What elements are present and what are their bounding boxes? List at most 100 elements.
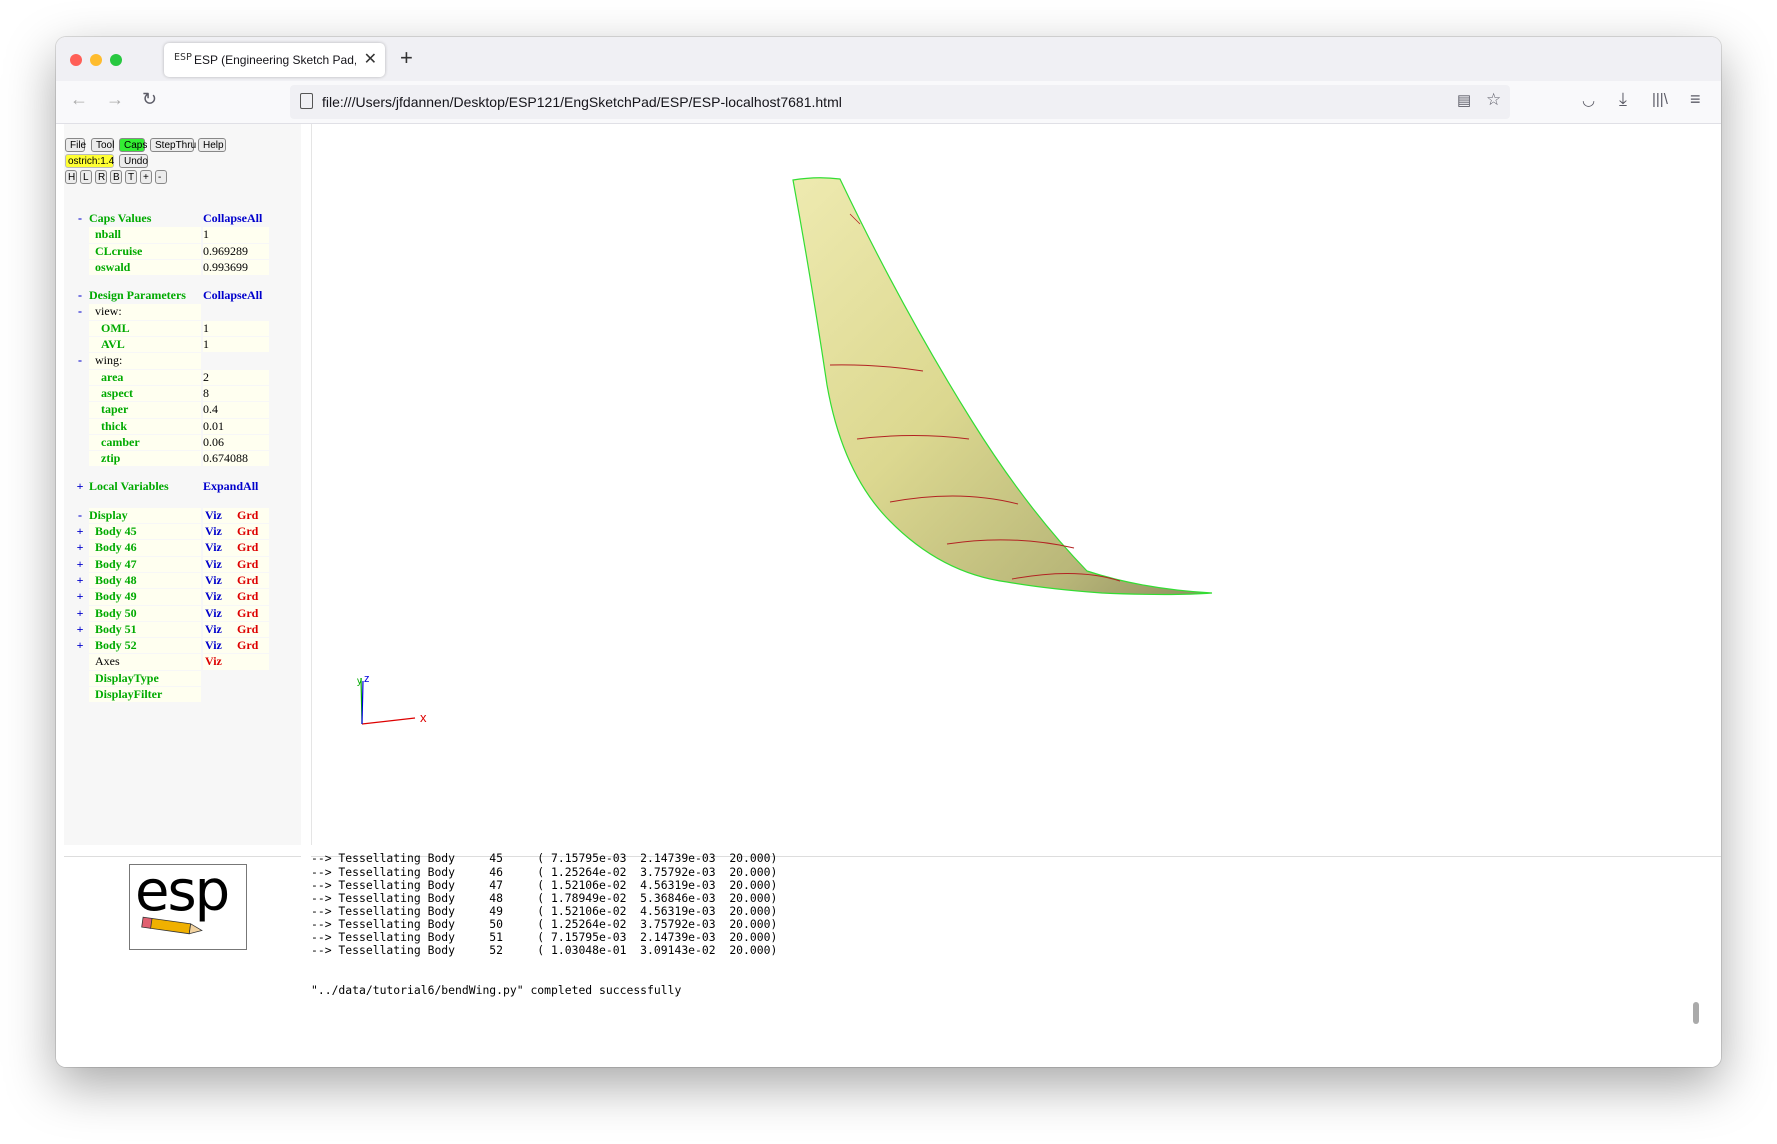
body-grd-link[interactable]: Grd xyxy=(237,621,259,636)
body-toggles: Viz Grd xyxy=(203,540,269,556)
view-home-button[interactable]: H xyxy=(65,170,77,184)
design-parameter-value[interactable]: 0.674088 xyxy=(203,451,269,467)
body-viz-link[interactable]: Viz xyxy=(205,605,222,620)
pocket-icon[interactable]: ◡ xyxy=(1582,92,1596,109)
body-grd-link[interactable]: Grd xyxy=(237,572,259,587)
body-name[interactable]: Body 49 xyxy=(89,589,201,605)
undo-button[interactable]: Undo xyxy=(119,154,148,168)
body-toggle[interactable]: + xyxy=(76,621,84,636)
new-tab-button[interactable]: + xyxy=(400,45,413,70)
close-tab-icon[interactable]: ✕ xyxy=(363,51,377,68)
body-viz-link[interactable]: Viz xyxy=(205,621,222,636)
body-grd-link[interactable]: Grd xyxy=(237,589,259,604)
design-parameter-name[interactable]: camber xyxy=(89,434,201,451)
body-grd-link[interactable]: Grd xyxy=(237,540,259,555)
design-parameter-value[interactable]: 0.4 xyxy=(203,402,269,418)
view-left-button[interactable]: L xyxy=(80,170,92,184)
reload-icon[interactable]: ↻ xyxy=(142,89,158,109)
caps-value-name[interactable]: nball xyxy=(89,227,201,243)
forward-arrow-icon[interactable]: → xyxy=(106,89,124,109)
body-grd-link[interactable]: Grd xyxy=(237,524,259,539)
design-parameter-value[interactable]: 0.06 xyxy=(203,434,269,451)
zoom-out-button[interactable]: - xyxy=(155,170,167,184)
body-name[interactable]: Body 46 xyxy=(89,540,201,556)
caps-value-name[interactable]: oswald xyxy=(89,259,201,276)
stepthru-button[interactable]: StepThru xyxy=(150,138,196,152)
design-parameters-toggle[interactable]: - xyxy=(78,288,82,303)
design-parameter-value[interactable]: 1 xyxy=(203,337,269,353)
graphics-viewer[interactable]: x y z xyxy=(311,124,1721,845)
display-grd-link[interactable]: Grd xyxy=(237,507,259,522)
caps-button[interactable]: Caps xyxy=(119,138,147,152)
body-viz-link[interactable]: Viz xyxy=(205,589,222,604)
star-icon[interactable]: ☆ xyxy=(1486,90,1502,109)
body-grd-link[interactable]: Grd xyxy=(237,605,259,620)
body-name[interactable]: Body 47 xyxy=(89,556,201,572)
file-button[interactable]: File xyxy=(65,138,86,152)
wing-group-toggle[interactable]: - xyxy=(78,353,82,368)
body-toggle[interactable]: + xyxy=(76,638,84,653)
display-toggle[interactable]: - xyxy=(78,507,82,522)
display-viz-link[interactable]: Viz xyxy=(205,507,222,522)
zoom-window-button[interactable] xyxy=(110,54,122,66)
reader-view-icon[interactable]: ▤ xyxy=(1457,92,1472,109)
local-variables-toggle[interactable]: + xyxy=(76,479,84,494)
view-right-button[interactable]: R xyxy=(95,170,107,184)
design-parameter-value[interactable]: 8 xyxy=(203,385,269,402)
body-viz-link[interactable]: Viz xyxy=(205,524,222,539)
design-parameter-name[interactable]: ztip xyxy=(89,451,201,467)
design-collapse-all-link[interactable]: CollapseAll xyxy=(203,288,263,303)
body-viz-link[interactable]: Viz xyxy=(205,572,222,587)
back-arrow-icon[interactable]: ← xyxy=(70,89,88,109)
view-top-button[interactable]: T xyxy=(125,170,137,184)
display-type-link[interactable]: DisplayType xyxy=(89,670,201,687)
body-toggle[interactable]: + xyxy=(76,589,84,604)
body-toggle[interactable]: + xyxy=(76,605,84,620)
body-viz-link[interactable]: Viz xyxy=(205,638,222,653)
design-parameter-name[interactable]: area xyxy=(89,369,201,385)
body-viz-link[interactable]: Viz xyxy=(205,540,222,555)
menu-icon[interactable]: ≡ xyxy=(1690,89,1701,109)
design-parameter-name[interactable]: OML xyxy=(89,320,201,337)
body-name[interactable]: Body 50 xyxy=(89,605,201,621)
ostrich-button[interactable]: ostrich:1.4 xyxy=(65,154,114,168)
body-grd-link[interactable]: Grd xyxy=(237,556,259,571)
url-bar[interactable]: file:///Users/jfdannen/Desktop/ESP121/En… xyxy=(290,85,1510,119)
design-parameter-name[interactable]: taper xyxy=(89,402,201,418)
expand-all-link[interactable]: ExpandAll xyxy=(203,479,259,494)
axes-viz-link[interactable]: Viz xyxy=(205,654,222,669)
download-icon[interactable]: ⤓ xyxy=(1619,89,1627,109)
body-toggle[interactable]: + xyxy=(76,556,84,571)
body-name[interactable]: Body 48 xyxy=(89,572,201,589)
console-scrollbar[interactable] xyxy=(1693,1002,1699,1024)
browser-tab[interactable]: ESP ESP (Engineering Sketch Pad, V ✕ xyxy=(164,43,385,77)
design-parameter-value[interactable]: 0.01 xyxy=(203,418,269,434)
body-name[interactable]: Body 51 xyxy=(89,621,201,638)
caps-value-name[interactable]: CLcruise xyxy=(89,243,201,259)
caps-values-toggle[interactable]: - xyxy=(78,211,82,225)
display-filter-link[interactable]: DisplayFilter xyxy=(89,687,201,703)
body-grd-link[interactable]: Grd xyxy=(237,638,259,653)
design-parameter-name[interactable]: thick xyxy=(89,418,201,434)
design-parameter-name[interactable]: AVL xyxy=(89,337,201,353)
wing-section-line xyxy=(889,495,1019,505)
view-bottom-button[interactable]: B xyxy=(110,170,122,184)
zoom-in-button[interactable]: + xyxy=(140,170,152,184)
tool-button[interactable]: Tool xyxy=(91,138,114,152)
body-toggle[interactable]: + xyxy=(76,572,84,587)
design-parameter-name[interactable]: aspect xyxy=(89,385,201,402)
design-parameter-value[interactable]: 2 xyxy=(203,369,269,385)
design-parameter-value[interactable]: 1 xyxy=(203,320,269,337)
body-toggle[interactable]: + xyxy=(76,524,84,539)
help-button[interactable]: Help xyxy=(198,138,226,152)
view-group-toggle[interactable]: - xyxy=(78,304,82,319)
body-name[interactable]: Body 52 xyxy=(89,638,201,654)
caps-collapse-all-link[interactable]: CollapseAll xyxy=(203,211,263,225)
close-window-button[interactable] xyxy=(70,54,82,66)
url-text[interactable]: file:///Users/jfdannen/Desktop/ESP121/En… xyxy=(322,94,842,110)
body-name[interactable]: Body 45 xyxy=(89,524,201,540)
library-icon[interactable]: |||\ xyxy=(1652,91,1668,108)
body-viz-link[interactable]: Viz xyxy=(205,556,222,571)
body-toggle[interactable]: + xyxy=(76,540,84,555)
minimize-window-button[interactable] xyxy=(90,54,102,66)
